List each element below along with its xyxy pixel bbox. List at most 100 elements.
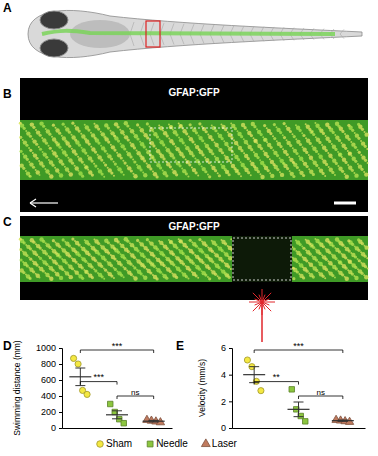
tissue-texture (94, 259, 97, 262)
tissue-texture (169, 240, 173, 244)
tissue-texture (308, 154, 310, 156)
tissue-texture (207, 173, 209, 175)
tissue-texture (136, 123, 139, 126)
tissue-texture (182, 141, 185, 144)
tissue-texture (250, 174, 252, 176)
tissue-texture (113, 247, 116, 250)
tissue-texture (107, 126, 110, 129)
tissue-texture (334, 134, 336, 136)
tissue-texture (39, 148, 42, 151)
tissue-texture (292, 161, 295, 164)
tissue-texture (158, 125, 160, 127)
tissue-texture (52, 239, 55, 242)
tissue-texture (267, 169, 270, 172)
tissue-texture (25, 144, 28, 147)
tissue-texture (220, 163, 222, 165)
tissue-texture (253, 151, 255, 153)
tissue-texture (214, 243, 217, 246)
tissue-texture (146, 238, 149, 241)
tissue-texture (292, 147, 294, 149)
tissue-texture (149, 167, 152, 170)
tissue-texture (93, 268, 95, 270)
tissue-texture (49, 147, 52, 150)
laser-ray (253, 302, 262, 311)
tissue-texture (286, 139, 288, 141)
tissue-texture (159, 241, 163, 245)
tissue-texture (130, 243, 134, 247)
y-axis-title: Swimming distance (mm) (12, 340, 22, 436)
tissue-texture (305, 259, 308, 262)
tissue-texture (45, 263, 48, 266)
tissue-texture (357, 238, 360, 241)
tissue-texture (68, 255, 71, 258)
tissue-texture (88, 143, 91, 146)
tissue-texture (198, 134, 200, 136)
tissue-texture (143, 145, 146, 148)
error-cap (112, 410, 122, 411)
tissue-texture (185, 245, 188, 248)
tissue-texture (263, 138, 267, 142)
tissue-texture (148, 126, 150, 128)
tissue-texture (168, 260, 171, 263)
tissue-texture (42, 125, 45, 128)
tissue-texture (119, 129, 121, 131)
tissue-texture (315, 150, 318, 153)
tissue-texture (101, 172, 104, 175)
tissue-texture (334, 148, 337, 151)
tissue-texture (126, 124, 129, 127)
tissue-texture (116, 166, 118, 168)
tissue-texture (120, 143, 122, 145)
tissue-texture (266, 127, 268, 129)
tissue-texture (179, 239, 183, 243)
tissue-texture (224, 242, 227, 245)
tissue-texture (22, 271, 25, 274)
tissue-texture (299, 243, 302, 246)
tissue-texture (295, 124, 297, 126)
tissue-texture (103, 278, 105, 280)
tissue-texture (55, 168, 59, 172)
tissue-texture (331, 274, 334, 277)
tissue-texture (223, 140, 225, 142)
tissue-texture (328, 166, 330, 168)
tissue-texture (351, 169, 354, 172)
tissue-texture (296, 166, 299, 169)
significance-label: ** (273, 372, 281, 382)
tissue-texture (299, 263, 303, 267)
tissue-texture (84, 270, 88, 274)
tissue-texture (221, 151, 224, 154)
tissue-texture (279, 157, 281, 159)
tissue-texture (168, 151, 171, 154)
tissue-texture (282, 134, 284, 136)
tissue-texture (315, 164, 318, 167)
lesion-gap (232, 236, 292, 282)
plot-area (243, 357, 354, 424)
tissue-texture (298, 155, 300, 157)
tissue-texture (324, 277, 326, 279)
tissue-texture (51, 164, 54, 167)
tissue-texture (357, 249, 360, 252)
tissue-texture (117, 139, 120, 142)
tissue-texture (107, 167, 109, 169)
tissue-texture (344, 147, 347, 150)
tissue-texture (168, 138, 170, 140)
laser-ray (253, 293, 262, 302)
tissue-texture (61, 149, 63, 151)
tissue-texture (83, 164, 85, 166)
tissue-texture (23, 241, 26, 244)
tissue-texture (337, 151, 339, 153)
tissue-texture (35, 264, 38, 267)
tissue-texture (204, 170, 207, 173)
tissue-texture (55, 141, 58, 144)
direction-arrowhead (30, 199, 36, 207)
significance-label: *** (293, 341, 304, 351)
tissue-texture (236, 170, 238, 172)
tissue-texture (327, 152, 329, 154)
tissue-texture (122, 266, 124, 268)
tissue-texture (159, 166, 162, 169)
tissue-texture (312, 133, 315, 136)
tissue-texture (84, 249, 87, 252)
tissue-texture (269, 158, 271, 160)
tissue-texture (191, 251, 194, 254)
tissue-texture (84, 260, 87, 263)
tissue-texture (182, 262, 185, 265)
